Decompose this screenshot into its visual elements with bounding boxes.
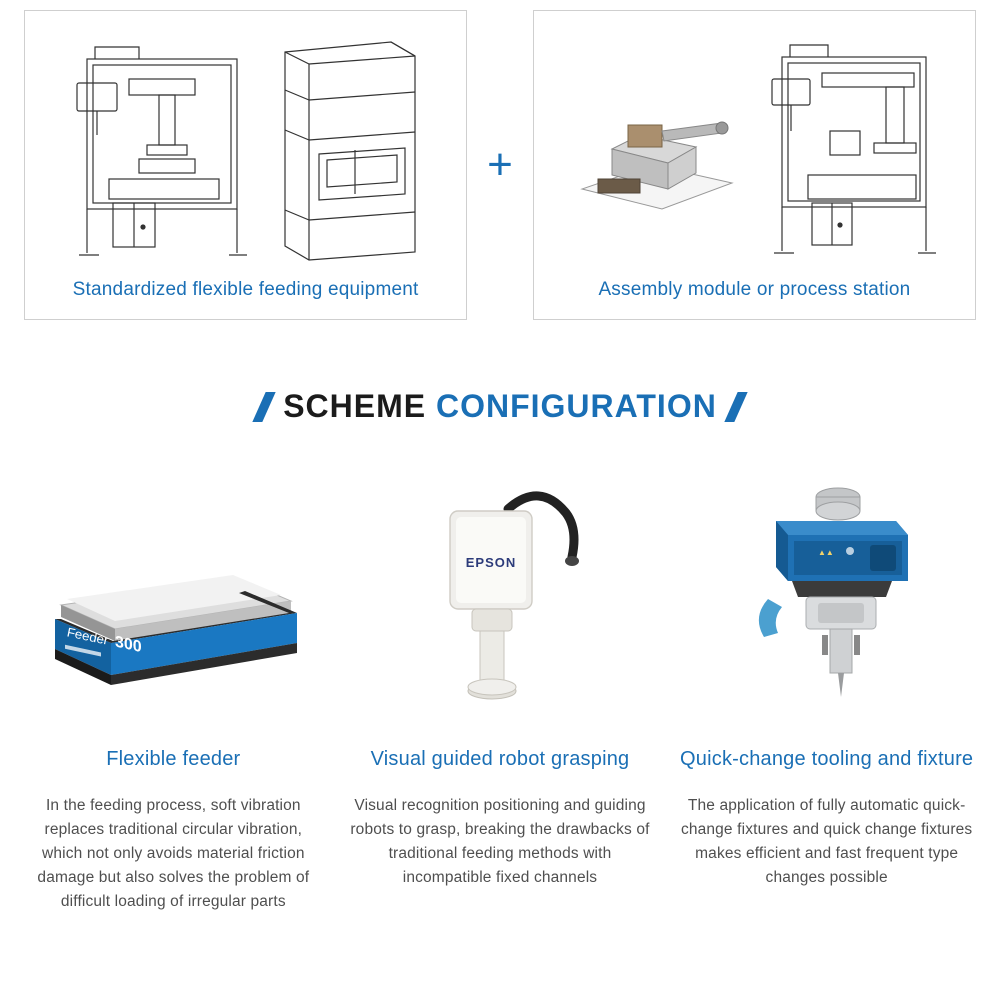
feeder-image: Feeder 300 (18, 479, 328, 719)
config-desc: The application of fully automatic quick… (672, 794, 982, 890)
config-desc: Visual recognition positioning and guidi… (345, 794, 655, 890)
machine-lineart-1 (69, 39, 249, 259)
equipment-row: Standardized flexible feeding equipment … (0, 0, 1000, 340)
tooling-image: ▲▲ (672, 479, 982, 719)
svg-text:EPSON: EPSON (466, 555, 517, 570)
plus-icon: + (483, 143, 517, 187)
config-item-robot: EPSON Visual guided robot grasping Visua… (345, 479, 655, 914)
machine-lineart-3 (766, 39, 936, 259)
config-title: Flexible feeder (106, 747, 240, 772)
slash-left-icon (253, 392, 276, 422)
config-row: Feeder 300 Flexible feeder In the feedin… (0, 479, 1000, 914)
fixture-render (572, 79, 742, 219)
config-desc: In the feeding process, soft vibration r… (18, 794, 328, 914)
feeding-equipment-caption: Standardized flexible feeding equipment (73, 279, 419, 301)
heading-part2: CONFIGURATION (436, 388, 717, 424)
svg-text:▲▲: ▲▲ (818, 548, 834, 557)
section-heading: SCHEME CONFIGURATION (0, 388, 1000, 427)
assembly-module-box: Assembly module or process station (533, 10, 976, 320)
feeding-equipment-diagrams (37, 27, 454, 271)
assembly-module-caption: Assembly module or process station (598, 279, 910, 301)
heading-text: SCHEME CONFIGURATION (283, 388, 717, 425)
config-title: Quick-change tooling and fixture (680, 747, 973, 772)
config-title: Visual guided robot grasping (371, 747, 630, 772)
slash-right-icon (724, 392, 747, 422)
machine-lineart-2 (273, 34, 423, 264)
heading-part1: SCHEME (283, 388, 426, 424)
config-item-tooling: ▲▲ Quick-change tooling and fixture The … (672, 479, 982, 914)
robot-image: EPSON (345, 479, 655, 719)
assembly-module-diagrams (546, 27, 963, 271)
config-item-feeder: Feeder 300 Flexible feeder In the feedin… (18, 479, 328, 914)
feeding-equipment-box: Standardized flexible feeding equipment (24, 10, 467, 320)
